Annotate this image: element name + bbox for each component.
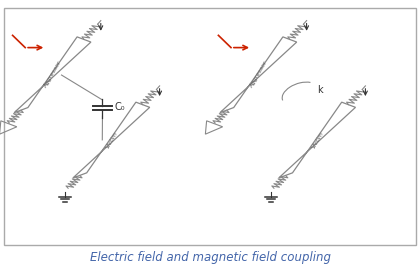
Text: Victim: Victim xyxy=(105,131,118,150)
Polygon shape xyxy=(220,37,297,113)
Text: Aggressor: Aggressor xyxy=(249,61,268,89)
Text: Electric field and magnetic field coupling: Electric field and magnetic field coupli… xyxy=(89,251,331,264)
Polygon shape xyxy=(279,102,355,178)
Polygon shape xyxy=(14,37,91,113)
Text: k: k xyxy=(317,85,323,95)
Text: C₀: C₀ xyxy=(114,102,125,112)
Bar xyxy=(4,8,416,245)
Text: Victim: Victim xyxy=(311,131,324,150)
Polygon shape xyxy=(73,102,150,178)
Text: Aggressor: Aggressor xyxy=(43,61,63,89)
